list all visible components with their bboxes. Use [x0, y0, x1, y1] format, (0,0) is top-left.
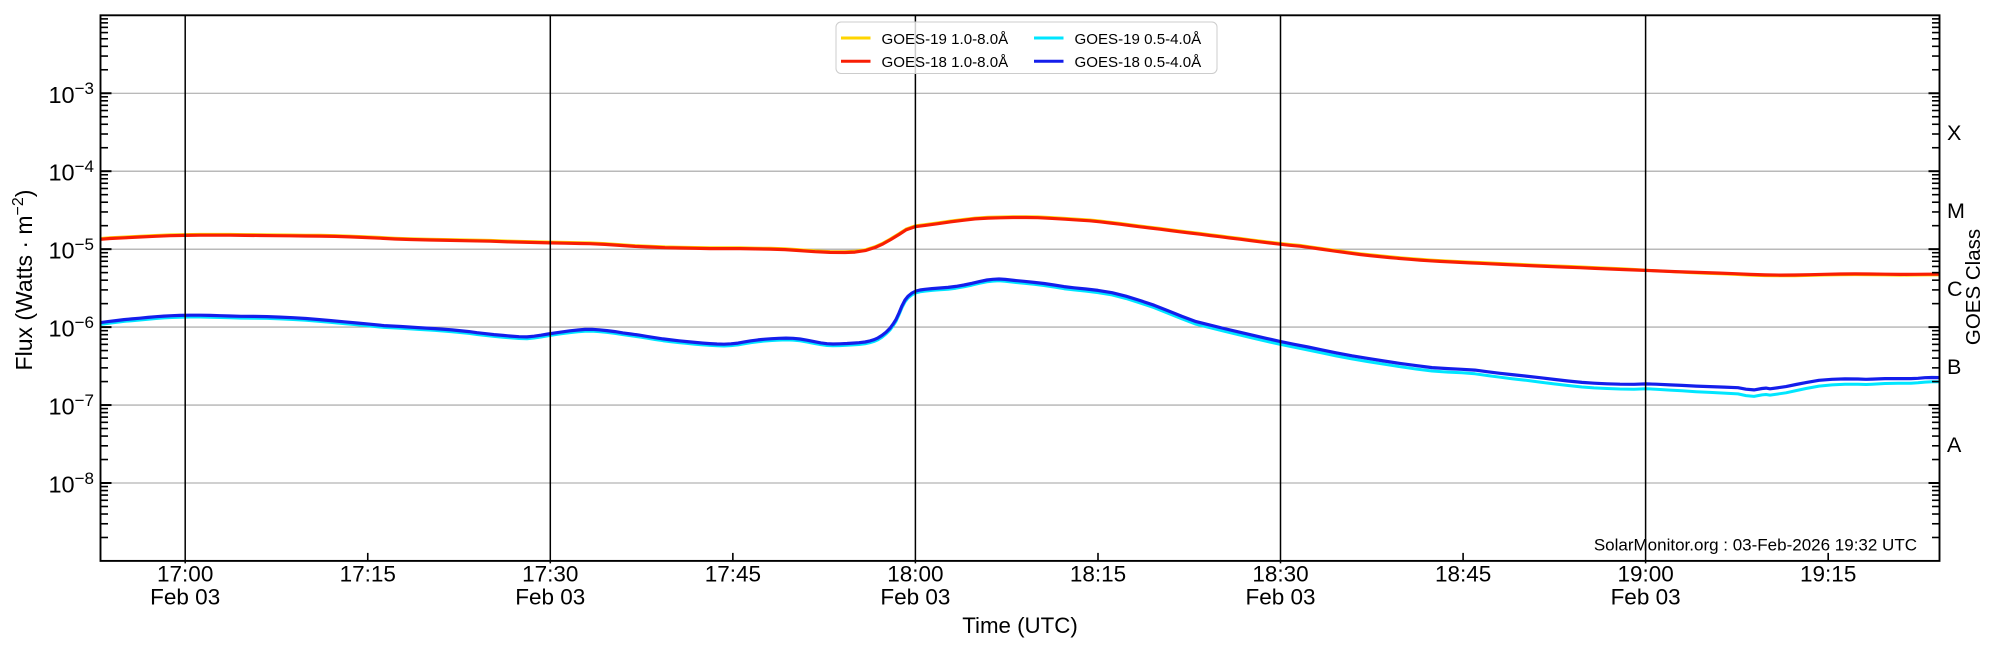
svg-text:19:15: 19:15: [1800, 562, 1856, 587]
svg-text:B: B: [1947, 355, 1961, 379]
svg-text:C: C: [1947, 277, 1963, 301]
svg-text:18:30: 18:30: [1252, 562, 1308, 587]
svg-text:M: M: [1947, 199, 1965, 223]
svg-text:18:15: 18:15: [1070, 562, 1126, 587]
svg-text:GOES-19 1.0-8.0Å: GOES-19 1.0-8.0Å: [882, 31, 1010, 48]
svg-text:Feb 03: Feb 03: [1611, 585, 1681, 610]
svg-text:X: X: [1947, 121, 1961, 145]
svg-text:Feb 03: Feb 03: [880, 585, 950, 610]
svg-text:Feb 03: Feb 03: [150, 585, 220, 610]
svg-text:17:00: 17:00: [157, 562, 213, 587]
svg-text:18:00: 18:00: [887, 562, 943, 587]
svg-text:GOES-18 0.5-4.0Å: GOES-18 0.5-4.0Å: [1075, 54, 1203, 71]
svg-text:Feb 03: Feb 03: [515, 585, 585, 610]
svg-text:17:45: 17:45: [705, 562, 761, 587]
svg-text:10−4: 10−4: [48, 157, 94, 186]
svg-text:A: A: [1947, 433, 1962, 457]
svg-text:Time (UTC): Time (UTC): [962, 613, 1078, 638]
svg-text:Flux (Watts · m−2): Flux (Watts · m−2): [10, 190, 37, 371]
svg-text:GOES Class: GOES Class: [1962, 229, 1985, 345]
svg-text:SolarMonitor.org : 03-Feb-2026: SolarMonitor.org : 03-Feb-2026 19:32 UTC: [1594, 536, 1917, 555]
svg-text:GOES-18 1.0-8.0Å: GOES-18 1.0-8.0Å: [882, 54, 1010, 71]
svg-text:10−6: 10−6: [48, 313, 94, 342]
svg-text:Feb 03: Feb 03: [1245, 585, 1315, 610]
svg-text:GOES-19 0.5-4.0Å: GOES-19 0.5-4.0Å: [1075, 31, 1203, 48]
svg-text:18:45: 18:45: [1435, 562, 1491, 587]
svg-text:19:00: 19:00: [1617, 562, 1673, 587]
svg-text:17:15: 17:15: [340, 562, 396, 587]
svg-text:17:30: 17:30: [522, 562, 578, 587]
